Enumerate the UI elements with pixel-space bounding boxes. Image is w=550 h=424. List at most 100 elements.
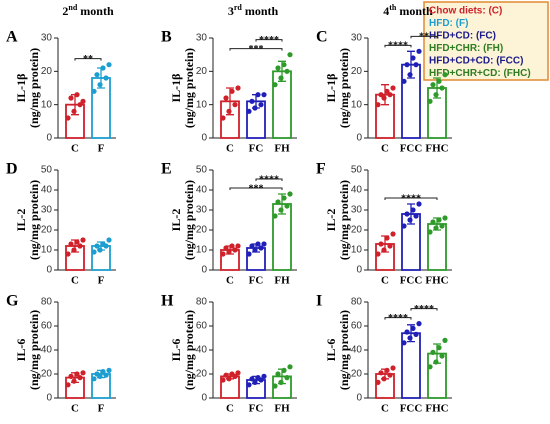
y-tick-label: 0 xyxy=(46,133,52,144)
data-point xyxy=(436,78,442,84)
title-text: month xyxy=(399,4,433,18)
data-point xyxy=(272,213,278,219)
x-tick-label: F xyxy=(98,275,105,287)
x-tick-label: C xyxy=(71,403,79,415)
y-tick-label: 80 xyxy=(196,297,208,308)
data-point xyxy=(416,201,422,207)
data-point xyxy=(278,379,284,385)
data-point xyxy=(278,75,284,81)
data-point xyxy=(281,367,287,373)
data-point xyxy=(223,372,229,378)
x-tick-label: C xyxy=(226,275,234,287)
data-point xyxy=(232,247,238,253)
significance-label: **** xyxy=(259,174,279,185)
data-point xyxy=(275,371,281,377)
data-point xyxy=(381,376,387,382)
data-point xyxy=(100,65,106,71)
data-point xyxy=(416,48,422,54)
data-point xyxy=(74,371,80,377)
title-number: 3 xyxy=(228,4,234,18)
data-point xyxy=(413,62,419,68)
significance-bracket xyxy=(384,197,438,200)
significance-bracket xyxy=(410,308,438,311)
data-point xyxy=(255,375,261,381)
data-point xyxy=(97,247,103,253)
data-point xyxy=(223,245,229,251)
data-point xyxy=(384,367,390,373)
data-point xyxy=(229,371,235,377)
data-point xyxy=(80,237,86,243)
x-tick-label: FHC xyxy=(425,275,448,287)
significance-bracket xyxy=(255,39,283,42)
significance-label: **** xyxy=(388,313,408,324)
x-tick-label: C xyxy=(226,403,234,415)
data-point xyxy=(226,108,232,114)
data-point xyxy=(91,249,97,255)
data-point xyxy=(226,376,232,382)
title-text: month xyxy=(80,4,114,18)
data-point xyxy=(275,199,281,205)
data-point xyxy=(287,364,293,370)
legend-entry: HFD+CD: (FC) xyxy=(429,31,496,42)
legend-box xyxy=(423,1,549,81)
y-tick-label: 40 xyxy=(351,185,363,196)
data-point xyxy=(252,247,258,253)
data-point xyxy=(410,207,416,213)
data-point xyxy=(381,95,387,101)
y-axis-label: IL-6 xyxy=(169,339,183,362)
y-tick-label: 10 xyxy=(351,245,363,256)
data-point xyxy=(378,241,384,247)
y-tick-label: 0 xyxy=(356,133,362,144)
legend-entry: HFD+CD+CD: (FCC) xyxy=(429,56,523,67)
data-point xyxy=(77,243,83,249)
data-point xyxy=(284,68,290,74)
legend-entry: HFD: (F) xyxy=(429,18,468,29)
data-point xyxy=(74,92,80,98)
data-point xyxy=(375,102,381,108)
y-tick-label: 10 xyxy=(41,245,53,256)
data-point xyxy=(106,237,112,243)
data-point xyxy=(80,370,86,376)
y-axis-label: IL-2 xyxy=(169,209,183,232)
data-point xyxy=(74,239,80,245)
data-point xyxy=(390,85,396,91)
data-point xyxy=(246,251,252,257)
y-tick-label: 20 xyxy=(41,66,53,77)
significance-label: **** xyxy=(259,35,279,46)
y-axis-label: (ng/mg protein) xyxy=(337,310,351,390)
data-point xyxy=(249,376,255,382)
x-tick-label: C xyxy=(226,143,234,155)
y-axis-label: IL-2 xyxy=(324,209,338,232)
panel-letter: B xyxy=(161,29,172,46)
data-point xyxy=(439,85,445,91)
y-tick-label: 50 xyxy=(196,165,208,176)
data-point xyxy=(103,75,109,81)
y-axis-label: (ng/mg protein) xyxy=(182,310,196,390)
panel-letter: D xyxy=(6,161,18,178)
significance-bracket xyxy=(255,178,283,181)
data-point xyxy=(232,102,238,108)
data-point xyxy=(390,365,396,371)
panel-letter: A xyxy=(6,29,18,46)
panel-letter: E xyxy=(161,161,172,178)
data-point xyxy=(439,223,445,229)
y-tick-label: 40 xyxy=(196,185,208,196)
data-point xyxy=(430,82,436,88)
x-tick-label: FH xyxy=(274,143,290,155)
y-axis-label: IL-2 xyxy=(14,209,28,232)
y-tick-label: 20 xyxy=(41,225,53,236)
data-point xyxy=(427,229,433,235)
significance-bracket xyxy=(229,187,283,190)
title-superscript: nd xyxy=(68,3,77,12)
panel-letter: G xyxy=(6,293,19,310)
y-tick-label: 30 xyxy=(41,33,53,44)
y-tick-label: 10 xyxy=(351,99,363,110)
data-point xyxy=(235,370,241,376)
y-tick-label: 60 xyxy=(351,321,363,332)
y-axis-label: (ng/mg protein) xyxy=(27,180,41,260)
data-point xyxy=(94,72,100,78)
y-tick-label: 60 xyxy=(41,321,53,332)
data-point xyxy=(252,379,258,385)
data-point xyxy=(252,105,258,111)
